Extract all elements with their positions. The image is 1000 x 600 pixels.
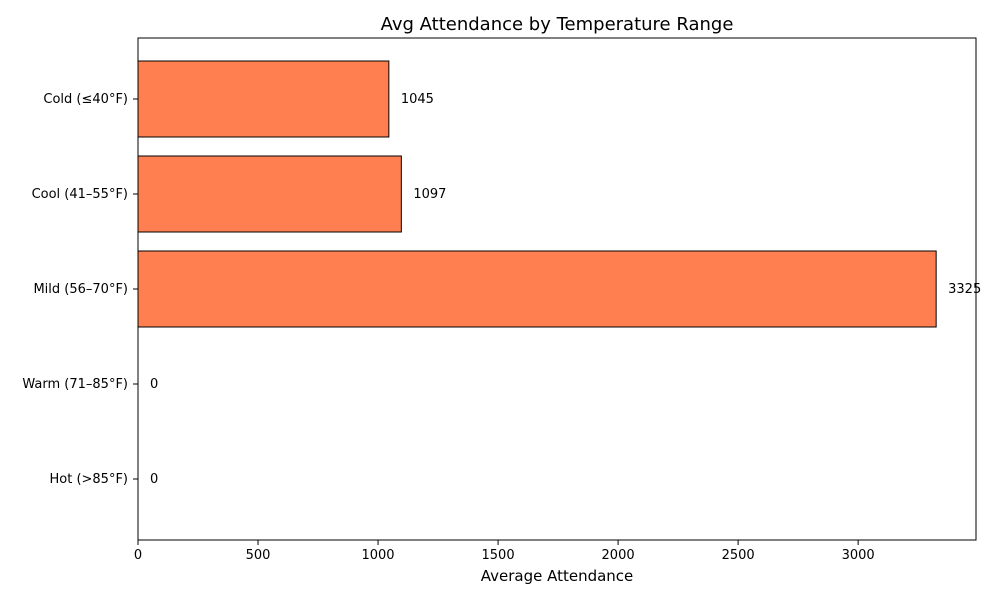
bar-1 [137, 155, 402, 233]
plot-frame [137, 37, 977, 541]
data-label-2: 3325 [948, 282, 981, 297]
data-label-3: 0 [150, 377, 158, 392]
x-tick-label-1: 500 [246, 548, 271, 563]
y-tick-label-0: Cold (≤40°F) [43, 92, 128, 107]
y-tick-label-3: Warm (71–85°F) [22, 377, 128, 392]
x-tick-label-2: 1000 [361, 548, 394, 563]
x-tick-label-0: 0 [134, 548, 142, 563]
x-tick-label-5: 2500 [722, 548, 755, 563]
data-labels-layer: 1045 1097 3325 0 0 [150, 92, 981, 487]
y-axis-layer: Cold (≤40°F) Cool (41–55°F) Mild (56–70°F)… [22, 92, 138, 487]
y-tick-label-2: Mild (56–70°F) [33, 282, 128, 297]
bar-2 [137, 250, 937, 328]
data-label-4: 0 [150, 472, 158, 487]
x-axis-label: Average Attendance [481, 567, 634, 585]
bars-layer [137, 60, 937, 517]
data-label-0: 1045 [401, 92, 434, 107]
x-axis-layer: 0 500 1000 1500 2000 2500 3000 [134, 540, 875, 563]
y-tick-label-1: Cool (41–55°F) [32, 187, 128, 202]
bar-0 [137, 60, 390, 138]
data-label-1: 1097 [413, 187, 446, 202]
x-tick-label-4: 2000 [602, 548, 635, 563]
chart-title: Avg Attendance by Temperature Range [381, 14, 734, 35]
y-tick-label-4: Hot (>85°F) [49, 472, 128, 487]
x-tick-label-3: 1500 [482, 548, 515, 563]
x-tick-label-6: 3000 [842, 548, 875, 563]
